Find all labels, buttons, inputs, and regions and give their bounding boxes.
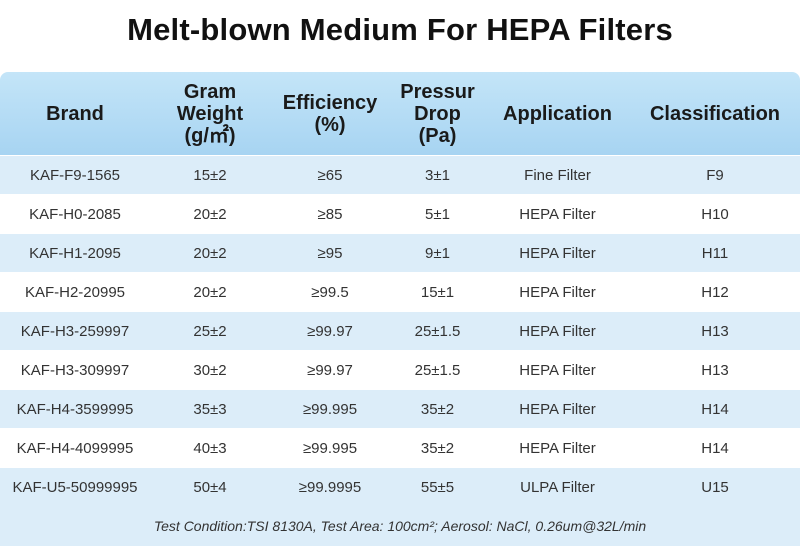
cell-efficiency: ≥99.995 bbox=[302, 439, 358, 457]
table-row: KAF-F9-1565 15±2 ≥65 3±1 Fine Filter F9 bbox=[0, 156, 800, 194]
cell-efficiency: ≥99.9995 bbox=[298, 478, 362, 496]
table-row: KAF-H4-4099995 40±3 ≥99.995 35±2 HEPA Fi… bbox=[0, 429, 800, 467]
test-condition-note: Test Condition:TSI 8130A, Test Area: 100… bbox=[0, 506, 800, 546]
cell-gram-weight: 35±3 bbox=[193, 400, 227, 418]
cell-brand: KAF-H3-259997 bbox=[20, 322, 130, 340]
cell-gram-weight: 30±2 bbox=[193, 361, 227, 379]
header-pressure-drop: Pressur Drop (Pa) bbox=[400, 80, 475, 147]
cell-application: HEPA Filter bbox=[519, 400, 596, 418]
cell-brand: KAF-U5-50999995 bbox=[12, 478, 138, 496]
table-row: KAF-U5-50999995 50±4 ≥99.9995 55±5 ULPA … bbox=[0, 468, 800, 506]
cell-application: HEPA Filter bbox=[519, 361, 596, 379]
cell-gram-weight: 20±2 bbox=[193, 205, 227, 223]
header-classification: Classification bbox=[649, 102, 781, 125]
cell-gram-weight: 50±4 bbox=[193, 478, 227, 496]
cell-efficiency: ≥65 bbox=[317, 166, 343, 184]
cell-classification: U15 bbox=[701, 478, 729, 496]
cell-classification: H13 bbox=[701, 322, 729, 340]
cell-brand: KAF-F9-1565 bbox=[29, 166, 121, 184]
header-brand: Brand bbox=[46, 102, 104, 125]
cell-application: HEPA Filter bbox=[519, 283, 596, 301]
cell-brand: KAF-H4-4099995 bbox=[16, 439, 134, 457]
cell-classification: H10 bbox=[701, 205, 729, 223]
cell-gram-weight: 20±2 bbox=[193, 244, 227, 262]
table-row: KAF-H2-20995 20±2 ≥99.5 15±1 HEPA Filter… bbox=[0, 273, 800, 311]
cell-application: HEPA Filter bbox=[519, 439, 596, 457]
cell-pressure-drop: 35±2 bbox=[420, 439, 455, 457]
cell-efficiency: ≥99.97 bbox=[307, 322, 353, 340]
cell-pressure-drop: 5±1 bbox=[425, 205, 450, 223]
cell-classification: H13 bbox=[701, 361, 729, 379]
cell-pressure-drop: 55±5 bbox=[420, 478, 455, 496]
cell-application: Fine Filter bbox=[524, 166, 591, 184]
cell-efficiency: ≥99.995 bbox=[302, 400, 358, 418]
cell-application: HEPA Filter bbox=[519, 244, 596, 262]
table-row: KAF-H4-3599995 35±3 ≥99.995 35±2 HEPA Fi… bbox=[0, 390, 800, 428]
page-title: Melt-blown Medium For HEPA Filters bbox=[127, 12, 673, 47]
header-gram-weight: Gram Weight (g/㎡) bbox=[176, 80, 244, 147]
cell-pressure-drop: 3±1 bbox=[425, 166, 450, 184]
cell-gram-weight: 25±2 bbox=[193, 322, 227, 340]
cell-application: HEPA Filter bbox=[519, 205, 596, 223]
cell-pressure-drop: 9±1 bbox=[425, 244, 450, 262]
cell-brand: KAF-H0-2085 bbox=[29, 205, 121, 223]
cell-classification: F9 bbox=[706, 166, 724, 184]
table-row: KAF-H3-309997 30±2 ≥99.97 25±1.5 HEPA Fi… bbox=[0, 351, 800, 389]
table-row: KAF-H3-259997 25±2 ≥99.97 25±1.5 HEPA Fi… bbox=[0, 312, 800, 350]
cell-brand: KAF-H4-3599995 bbox=[16, 400, 134, 418]
table-row: KAF-H0-2085 20±2 ≥85 5±1 HEPA Filter H10 bbox=[0, 195, 800, 233]
cell-application: HEPA Filter bbox=[519, 322, 596, 340]
cell-classification: H14 bbox=[701, 400, 729, 418]
cell-classification: H11 bbox=[701, 244, 729, 262]
cell-efficiency: ≥95 bbox=[317, 244, 343, 262]
cell-classification: H14 bbox=[701, 439, 729, 457]
cell-pressure-drop: 35±2 bbox=[420, 400, 455, 418]
cell-gram-weight: 15±2 bbox=[193, 166, 227, 184]
cell-efficiency: ≥99.5 bbox=[311, 283, 349, 301]
cell-classification: H12 bbox=[701, 283, 729, 301]
cell-pressure-drop: 15±1 bbox=[420, 283, 455, 301]
cell-brand: KAF-H2-20995 bbox=[24, 283, 126, 301]
cell-brand: KAF-H3-309997 bbox=[20, 361, 130, 379]
header-efficiency: Efficiency (%) bbox=[282, 91, 378, 136]
cell-gram-weight: 20±2 bbox=[193, 283, 227, 301]
cell-pressure-drop: 25±1.5 bbox=[414, 322, 461, 340]
header-application: Application bbox=[503, 102, 612, 125]
cell-efficiency: ≥85 bbox=[317, 205, 343, 223]
cell-application: ULPA Filter bbox=[520, 478, 595, 496]
spec-table: Brand Gram Weight (g/㎡) Efficiency (%) P… bbox=[0, 72, 800, 506]
cell-efficiency: ≥99.97 bbox=[307, 361, 353, 379]
cell-brand: KAF-H1-2095 bbox=[29, 244, 121, 262]
table-row: KAF-H1-2095 20±2 ≥95 9±1 HEPA Filter H11 bbox=[0, 234, 800, 272]
table-header: Brand Gram Weight (g/㎡) Efficiency (%) P… bbox=[0, 72, 800, 155]
cell-gram-weight: 40±3 bbox=[193, 439, 227, 457]
cell-pressure-drop: 25±1.5 bbox=[414, 361, 461, 379]
